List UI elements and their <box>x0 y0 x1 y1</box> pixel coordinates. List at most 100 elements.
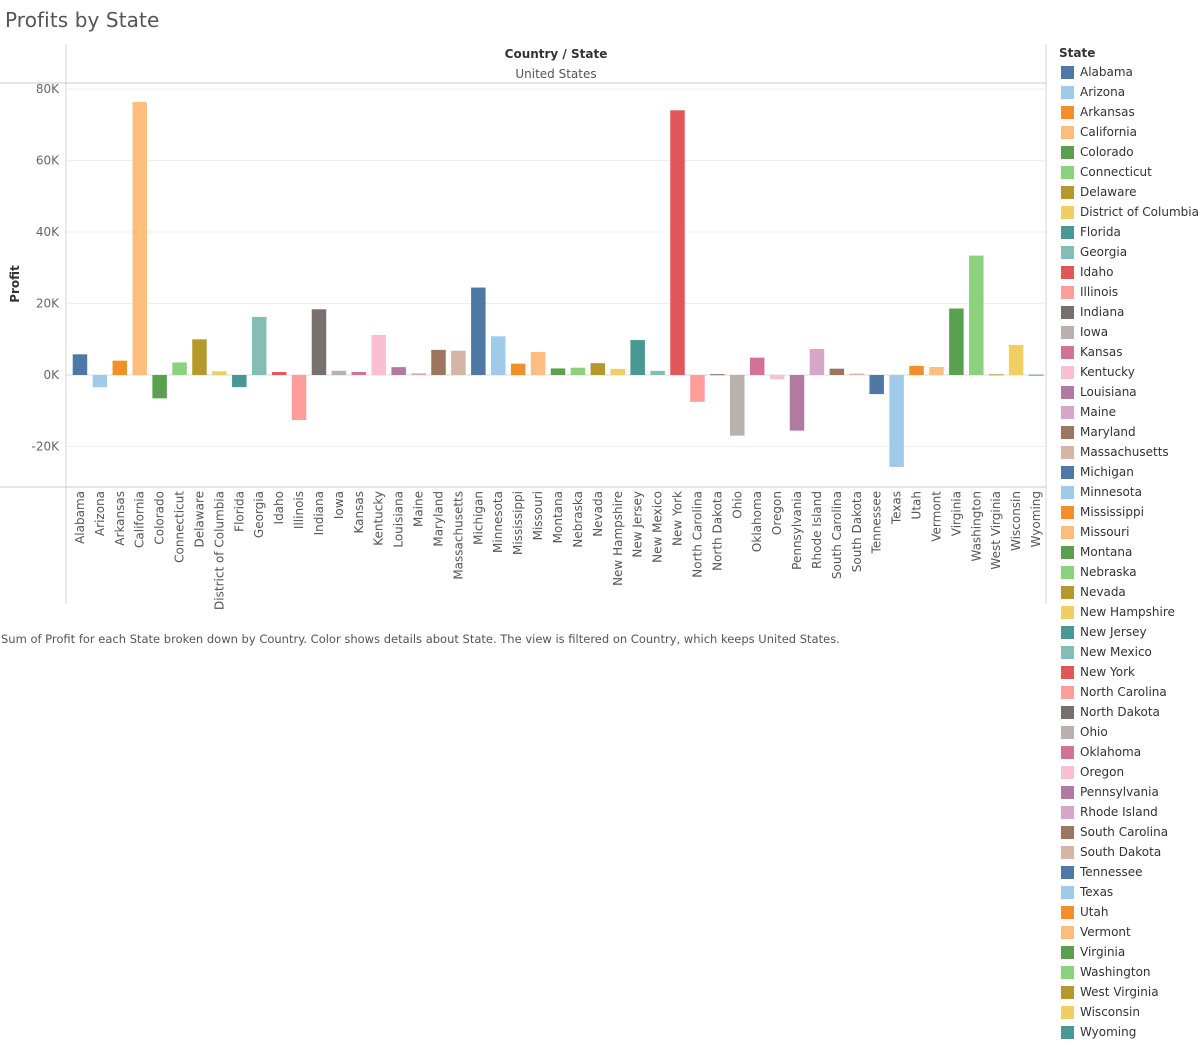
bar-delaware[interactable] <box>192 339 207 375</box>
bar-montana[interactable] <box>550 368 566 375</box>
bar-maine[interactable] <box>411 373 426 375</box>
bar-new-hampshire[interactable] <box>610 368 626 375</box>
bar-florida[interactable] <box>232 375 247 388</box>
legend-item[interactable]: Colorado <box>1059 142 1198 162</box>
legend-item[interactable]: West Virginia <box>1059 982 1198 1002</box>
legend-item[interactable]: Indiana <box>1059 302 1198 322</box>
legend-item[interactable]: Oklahoma <box>1059 742 1198 762</box>
legend-item[interactable]: Vermont <box>1059 922 1198 942</box>
bar-illinois[interactable] <box>291 375 307 421</box>
legend-item[interactable]: Missouri <box>1059 522 1198 542</box>
legend-item[interactable]: New York <box>1059 662 1198 682</box>
bar-south-dakota[interactable] <box>849 373 865 375</box>
bar-texas[interactable] <box>889 375 904 467</box>
legend-item[interactable]: Maine <box>1059 402 1198 422</box>
legend-item[interactable]: Pennsylvania <box>1059 782 1198 802</box>
bar-kentucky[interactable] <box>371 334 386 375</box>
bar-kansas[interactable] <box>351 372 367 375</box>
bar-ohio[interactable] <box>730 375 745 436</box>
legend-item[interactable]: Connecticut <box>1059 162 1198 182</box>
legend-item[interactable]: Georgia <box>1059 242 1198 262</box>
bar-connecticut[interactable] <box>172 362 187 375</box>
legend-item[interactable]: Nevada <box>1059 582 1198 602</box>
bar-vermont[interactable] <box>929 366 944 375</box>
legend-swatch <box>1061 885 1074 899</box>
bar-south-carolina[interactable] <box>829 368 845 375</box>
bar-michigan[interactable] <box>471 287 486 375</box>
bar-idaho[interactable] <box>271 372 287 375</box>
bar-georgia[interactable] <box>251 316 267 375</box>
legend-item[interactable]: Washington <box>1059 962 1198 982</box>
legend-item[interactable]: Tennessee <box>1059 862 1198 882</box>
bar-colorado[interactable] <box>152 375 167 399</box>
legend-item[interactable]: North Dakota <box>1059 702 1198 722</box>
legend-item[interactable]: South Dakota <box>1059 842 1198 862</box>
bar-oregon[interactable] <box>769 375 785 380</box>
legend-item[interactable]: Arkansas <box>1059 102 1198 122</box>
legend-item[interactable]: Wisconsin <box>1059 1002 1198 1022</box>
legend-item[interactable]: North Carolina <box>1059 682 1198 702</box>
bar-wyoming[interactable] <box>1028 374 1044 376</box>
bar-pennsylvania[interactable] <box>789 375 805 431</box>
bar-missouri[interactable] <box>530 351 546 375</box>
legend-item[interactable]: New Mexico <box>1059 642 1198 662</box>
bar-arkansas[interactable] <box>112 360 128 375</box>
legend-item[interactable]: Texas <box>1059 882 1198 902</box>
bar-minnesota[interactable] <box>490 336 506 375</box>
bar-arizona[interactable] <box>92 375 108 388</box>
legend-item[interactable]: Massachusetts <box>1059 442 1198 462</box>
bar-oklahoma[interactable] <box>749 357 765 375</box>
bar-utah[interactable] <box>909 365 924 375</box>
legend-item[interactable]: Wyoming <box>1059 1022 1198 1042</box>
bar-washington[interactable] <box>969 255 984 375</box>
legend-item[interactable]: Nebraska <box>1059 562 1198 582</box>
bar-district-of-columbia[interactable] <box>212 371 227 375</box>
bar-north-dakota[interactable] <box>710 374 725 376</box>
legend-item[interactable]: Minnesota <box>1059 482 1198 502</box>
bar-massachusetts[interactable] <box>451 350 466 375</box>
legend-item[interactable]: California <box>1059 122 1198 142</box>
legend-item[interactable]: Mississippi <box>1059 502 1198 522</box>
legend-item[interactable]: Ohio <box>1059 722 1198 742</box>
bar-nebraska[interactable] <box>570 367 586 375</box>
legend-item[interactable]: Michigan <box>1059 462 1198 482</box>
bar-north-carolina[interactable] <box>690 375 705 402</box>
bar-tennessee[interactable] <box>869 375 884 395</box>
legend-item[interactable]: New Hampshire <box>1059 602 1198 622</box>
legend-item[interactable]: Louisiana <box>1059 382 1198 402</box>
legend-item[interactable]: District of Columbia <box>1059 202 1198 222</box>
bar-alabama[interactable] <box>72 354 88 375</box>
legend-item[interactable]: Alabama <box>1059 62 1198 82</box>
bar-new-mexico[interactable] <box>650 370 665 375</box>
bar-new-york[interactable] <box>670 110 685 375</box>
legend-item[interactable]: South Carolina <box>1059 822 1198 842</box>
bar-virginia[interactable] <box>949 308 964 375</box>
bar-new-jersey[interactable] <box>630 340 645 375</box>
bar-rhode-island[interactable] <box>809 348 825 375</box>
legend-item[interactable]: Rhode Island <box>1059 802 1198 822</box>
y-tick-label: -20K <box>32 440 61 454</box>
legend-item[interactable]: Florida <box>1059 222 1198 242</box>
legend-item[interactable]: Utah <box>1059 902 1198 922</box>
bar-west-virginia[interactable] <box>988 374 1004 376</box>
bar-louisiana[interactable] <box>391 367 406 375</box>
bar-mississippi[interactable] <box>510 363 526 375</box>
legend-item[interactable]: Montana <box>1059 542 1198 562</box>
legend-item[interactable]: Kentucky <box>1059 362 1198 382</box>
legend-item[interactable]: Delaware <box>1059 182 1198 202</box>
legend-item[interactable]: Idaho <box>1059 262 1198 282</box>
bar-california[interactable] <box>132 101 147 375</box>
bar-maryland[interactable] <box>431 349 446 375</box>
bar-nevada[interactable] <box>590 363 606 375</box>
legend-item[interactable]: Arizona <box>1059 82 1198 102</box>
legend-item[interactable]: New Jersey <box>1059 622 1198 642</box>
bar-indiana[interactable] <box>311 309 327 375</box>
legend-item[interactable]: Kansas <box>1059 342 1198 362</box>
legend-item[interactable]: Virginia <box>1059 942 1198 962</box>
legend-item[interactable]: Illinois <box>1059 282 1198 302</box>
legend-item[interactable]: Oregon <box>1059 762 1198 782</box>
legend-item[interactable]: Iowa <box>1059 322 1198 342</box>
legend-item[interactable]: Maryland <box>1059 422 1198 442</box>
bar-iowa[interactable] <box>331 370 347 375</box>
bar-wisconsin[interactable] <box>1008 344 1024 375</box>
